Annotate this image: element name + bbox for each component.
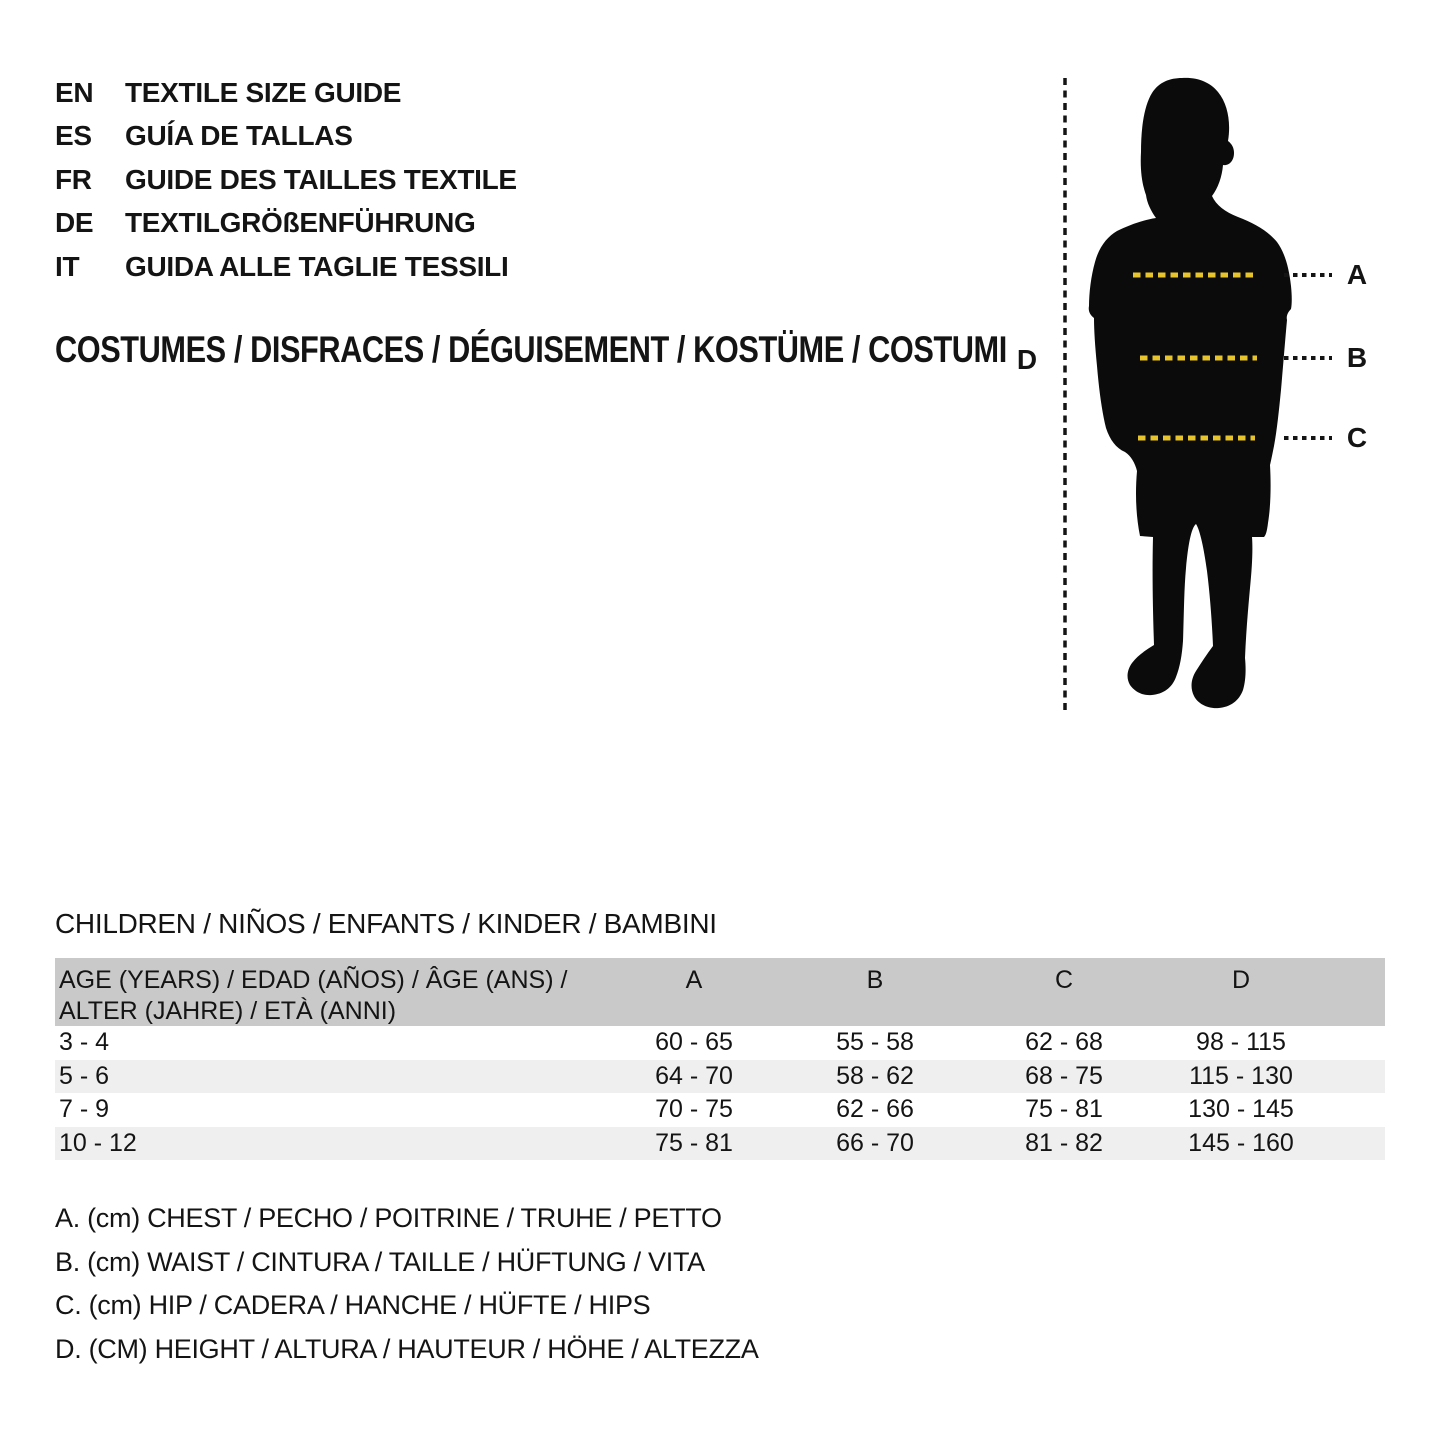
height-cell: 98 - 115	[1196, 1028, 1286, 1057]
language-row: ES GUÍA DE TALLAS	[55, 115, 517, 159]
measurement-legend: A. (cm) CHEST / PECHO / POITRINE / TRUHE…	[55, 1197, 759, 1371]
language-code: IT	[55, 250, 80, 282]
language-row: FR GUIDE DES TAILLES TEXTILE	[55, 158, 517, 202]
language-row: EN TEXTILE SIZE GUIDE	[55, 71, 517, 115]
legend-line-chest: A. (cm) CHEST / PECHO / POITRINE / TRUHE…	[55, 1203, 722, 1234]
language-row: IT GUIDA ALLE TAGLIE TESSILI	[55, 245, 517, 289]
waist-cell: 66 - 70	[836, 1128, 914, 1157]
measurement-figure: A B C D	[1016, 77, 1368, 713]
legend-line-height: D. (CM) HEIGHT / ALTURA / HAUTEUR / HÖHE…	[55, 1333, 759, 1364]
table-row: 5 - 6 64 - 70 58 - 62 68 - 75 115 - 130	[55, 1059, 1385, 1093]
language-code: ES	[55, 120, 92, 152]
chest-cell: 75 - 81	[655, 1128, 733, 1157]
age-header-line1: AGE (YEARS) / EDAD (AÑOS) / ÂGE (ANS) /	[59, 966, 568, 994]
waist-cell: 58 - 62	[836, 1061, 914, 1090]
table-section-title: CHILDREN / NIÑOS / ENFANTS / KINDER / BA…	[55, 908, 717, 939]
chest-cell: 60 - 65	[655, 1028, 733, 1057]
column-header-c: C	[1054, 966, 1074, 994]
category-title: COSTUMES / DISFRACES / DÉGUISEMENT / KOS…	[55, 329, 1007, 370]
age-column-header: AGE (YEARS) / EDAD (AÑOS) / ÂGE (ANS) / …	[55, 965, 605, 1027]
legend-line-waist: B. (cm) WAIST / CINTURA / TAILLE / HÜFTU…	[55, 1246, 705, 1277]
column-header-a: A	[685, 966, 703, 994]
hip-cell: 75 - 81	[1025, 1095, 1103, 1124]
hip-cell: 62 - 68	[1025, 1028, 1103, 1057]
age-cell: 10 - 12	[59, 1128, 137, 1157]
measure-label-d: D	[1016, 344, 1038, 375]
language-label: GUIDA ALLE TAGLIE TESSILI	[125, 250, 509, 282]
hip-cell: 81 - 82	[1025, 1128, 1103, 1157]
table-header-row: AGE (YEARS) / EDAD (AÑOS) / ÂGE (ANS) / …	[55, 958, 1385, 1026]
age-header-line2: ALTER (JAHRE) / ETÀ (ANNI)	[59, 997, 397, 1025]
language-label: TEXTILGRÖßENFÜHRUNG	[125, 207, 476, 239]
column-header-b: B	[866, 966, 884, 994]
height-cell: 130 - 145	[1188, 1095, 1294, 1124]
language-row: DE TEXTILGRÖßENFÜHRUNG	[55, 202, 517, 246]
language-list: EN TEXTILE SIZE GUIDE ES GUÍA DE TALLAS …	[55, 71, 517, 289]
waist-cell: 62 - 66	[836, 1095, 914, 1124]
language-code: DE	[55, 207, 94, 239]
language-label: GUÍA DE TALLAS	[125, 120, 353, 152]
chest-cell: 64 - 70	[655, 1061, 733, 1090]
chest-cell: 70 - 75	[655, 1095, 733, 1124]
measure-label-a: A	[1346, 259, 1368, 290]
hip-cell: 68 - 75	[1025, 1061, 1103, 1090]
size-table: AGE (YEARS) / EDAD (AÑOS) / ÂGE (ANS) / …	[55, 958, 1385, 1160]
measure-label-b: B	[1346, 342, 1368, 373]
height-cell: 115 - 130	[1189, 1061, 1293, 1090]
language-label: TEXTILE SIZE GUIDE	[125, 76, 402, 108]
child-silhouette	[1088, 77, 1292, 709]
age-cell: 3 - 4	[59, 1028, 110, 1057]
table-row: 3 - 4 60 - 65 55 - 58 62 - 68 98 - 115	[55, 1026, 1385, 1060]
height-cell: 145 - 160	[1188, 1128, 1294, 1157]
child-silhouette-graphic	[1063, 77, 1332, 713]
measure-label-c: C	[1346, 422, 1368, 453]
waist-cell: 55 - 58	[836, 1028, 914, 1057]
age-cell: 7 - 9	[59, 1095, 110, 1124]
age-cell: 5 - 6	[59, 1061, 110, 1090]
language-label: GUIDE DES TAILLES TEXTILE	[125, 163, 517, 195]
column-header-d: D	[1231, 966, 1251, 994]
language-code: FR	[55, 163, 92, 195]
table-row: 10 - 12 75 - 81 66 - 70 81 - 82 145 - 16…	[55, 1126, 1385, 1160]
legend-line-hip: C. (cm) HIP / CADERA / HANCHE / HÜFTE / …	[55, 1290, 651, 1321]
table-row: 7 - 9 70 - 75 62 - 66 75 - 81 130 - 145	[55, 1093, 1385, 1127]
language-code: EN	[55, 76, 94, 108]
